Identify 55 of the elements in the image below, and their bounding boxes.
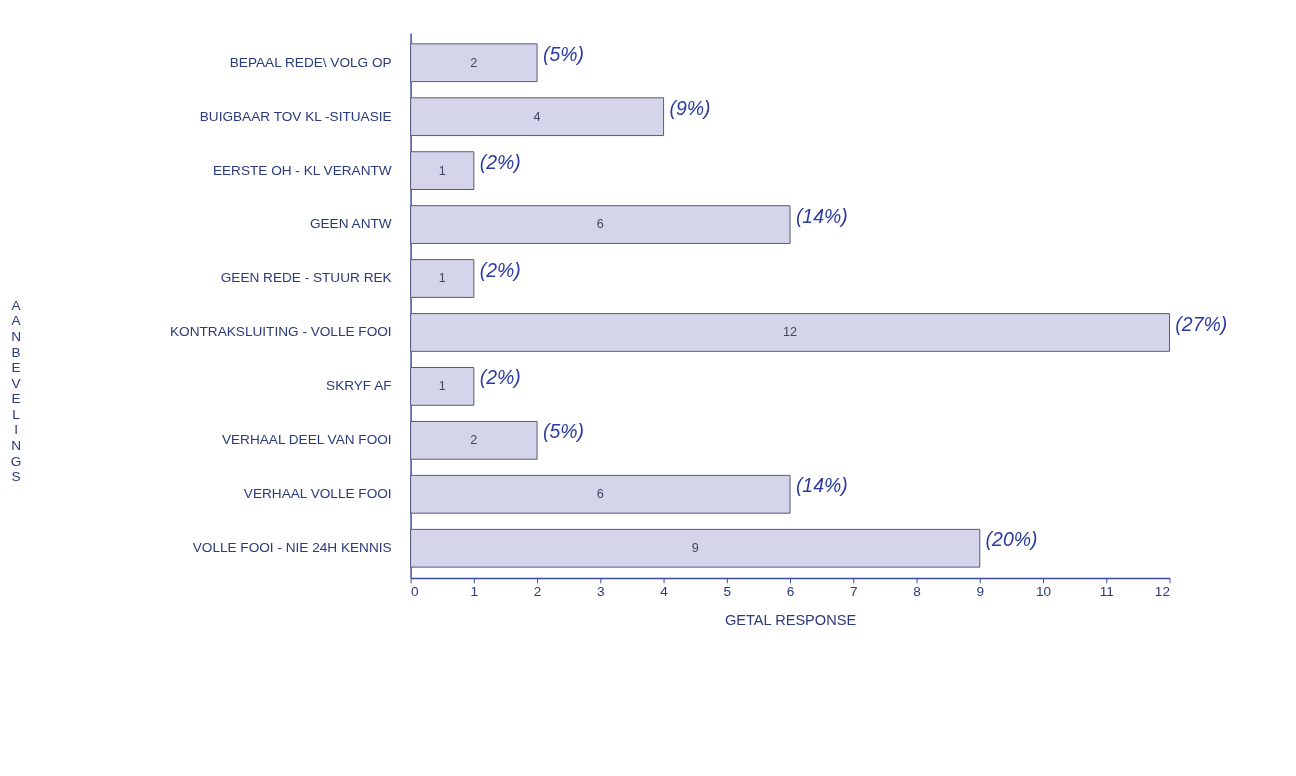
x-tick-label: 0 [411, 583, 420, 599]
x-tick-label: 2 [533, 583, 542, 599]
annotation: (5%) [542, 42, 584, 65]
y-tick-label: VERHAAL DEEL VAN FOOI [221, 432, 392, 448]
x-tick-label: 8 [913, 583, 921, 599]
y-tick-label: VERHAAL VOLLE FOOI [243, 486, 392, 502]
x-tick-label: 12 [1154, 583, 1170, 599]
x-tick-label: 5 [723, 583, 732, 599]
y-tick-label: SKRYF AF [326, 378, 392, 394]
data-label: 9 [691, 541, 699, 556]
annotation: (2%) [479, 366, 521, 389]
y-tick-label: GEEN REDE - STUUR REK [220, 270, 392, 286]
annotation: (9%) [669, 96, 711, 119]
x-tick-label: 11 [1099, 583, 1114, 599]
annotation: (2%) [479, 150, 521, 173]
data-label: 6 [596, 217, 604, 232]
x-tick-label: 7 [849, 583, 858, 599]
annotation: (14%) [795, 204, 848, 227]
annotation: (2%) [479, 258, 521, 281]
data-label: 1 [438, 379, 446, 394]
bar [410, 205, 791, 244]
bar [410, 97, 665, 137]
bar [410, 420, 538, 460]
annotation: (5%) [542, 420, 584, 443]
x-tick-label: 6 [786, 583, 795, 599]
annotation: (20%) [985, 528, 1038, 551]
y-tick-label: EERSTE OH - KL VERANTW [212, 162, 392, 178]
data-label: 1 [438, 163, 446, 178]
bar [410, 43, 538, 83]
data-label: 12 [783, 325, 798, 340]
bar [410, 313, 1170, 352]
x-tick-label: 4 [660, 583, 669, 599]
x-tick-label: 3 [597, 583, 605, 599]
y-tick-label: KONTRAKSLUITING - VOLLE FOOI [170, 324, 392, 340]
data-label: 2 [470, 55, 478, 70]
data-label: 1 [438, 271, 446, 286]
data-label: 6 [596, 487, 604, 502]
y-tick-label: VOLLE FOOI - NIE 24H KENNIS [192, 540, 392, 556]
x-tick-label: 9 [976, 583, 985, 599]
annotation: (14%) [795, 474, 848, 497]
data-label: 2 [470, 433, 478, 448]
y-tick-label: BEPAAL REDE\ VOLG OP [229, 54, 392, 70]
bar [410, 367, 475, 406]
data-label: 4 [533, 109, 541, 124]
x-tick-label: 10 [1035, 583, 1052, 599]
x-tick-label: 1 [470, 583, 479, 599]
y-tick-label: BUIGBAAR TOV KL -SITUASIE [199, 108, 392, 124]
annotation: (27%) [1175, 312, 1228, 335]
bar [410, 528, 981, 568]
text: AANBEVELINGS [10, 297, 22, 485]
bar [410, 474, 791, 514]
bar [410, 151, 475, 190]
y-tick-label: GEEN ANTW [309, 216, 392, 232]
bar [410, 259, 475, 298]
x-axis-title: GETAL RESPONSE [724, 612, 857, 629]
